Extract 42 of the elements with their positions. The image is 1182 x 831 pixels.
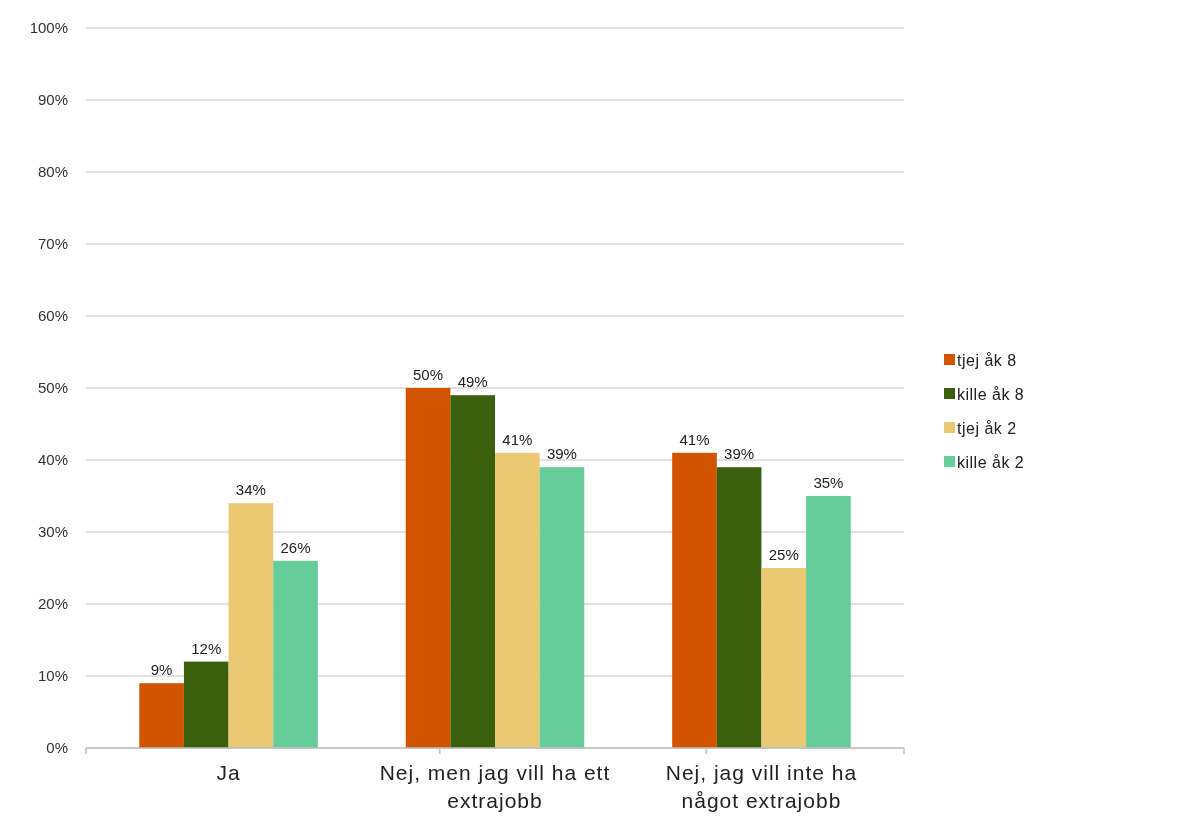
data-label: 50%: [413, 366, 444, 383]
y-tick-label: 70%: [37, 235, 68, 253]
data-label: 34%: [235, 481, 266, 499]
y-tick-label: 30%: [37, 523, 68, 541]
bar: [806, 496, 851, 748]
bar: [716, 467, 762, 748]
bar: [139, 683, 184, 748]
legend-label: kille åk 2: [957, 453, 1025, 471]
legend-label: tjej åk 2: [957, 419, 1017, 437]
data-label: 41%: [679, 430, 710, 448]
y-tick-label: 100%: [29, 19, 68, 37]
y-tick-label: 90%: [37, 91, 68, 109]
bar: [228, 503, 274, 748]
y-tick-label: 0%: [46, 739, 68, 757]
legend-label: tjej åk 8: [957, 351, 1017, 369]
bar: [761, 568, 807, 748]
data-label: 41%: [502, 430, 533, 448]
y-tick-label: 20%: [37, 595, 68, 613]
data-label: 12%: [191, 639, 222, 657]
data-label: 35%: [813, 474, 844, 491]
y-tick-label: 10%: [37, 667, 68, 685]
data-label: 49%: [457, 373, 488, 391]
y-tick-label: 40%: [37, 451, 68, 469]
bar: [450, 395, 495, 748]
x-tick-label: Nej, men jag vill ha ett extrajobb: [379, 761, 611, 812]
bar: [405, 388, 451, 748]
y-tick-label: 50%: [37, 379, 68, 397]
bar: [183, 661, 229, 748]
bar: [273, 560, 318, 748]
data-label: 39%: [724, 445, 755, 463]
data-label: 39%: [546, 445, 577, 463]
x-tick-label: Ja: [216, 761, 241, 784]
y-tick-label: 80%: [37, 163, 68, 181]
data-label: 9%: [150, 661, 173, 679]
bar: [539, 467, 585, 748]
bar: [672, 452, 717, 748]
data-label: 25%: [768, 546, 799, 563]
x-tick-label: Nej, jag vill inte ha något extrajobb: [665, 761, 858, 812]
bar: [495, 452, 540, 748]
legend-label: kille åk 8: [957, 385, 1025, 403]
y-tick-label: 60%: [37, 307, 68, 325]
data-label: 26%: [280, 538, 311, 556]
